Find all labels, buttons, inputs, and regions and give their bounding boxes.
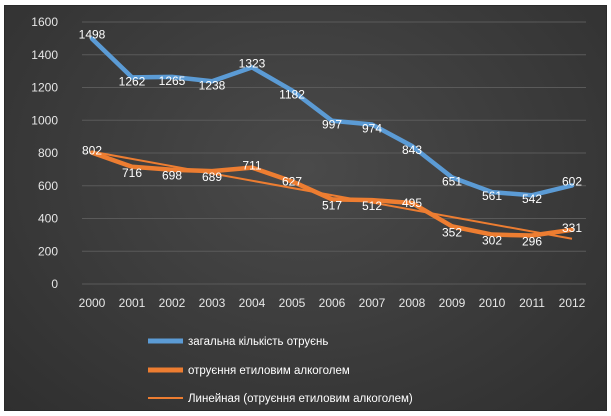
series-lines (89, 36, 575, 238)
x-tick-label: 2012 (559, 296, 586, 310)
x-tick-label: 2002 (159, 296, 186, 310)
legend-label-total: загальна кількість отруєнь (188, 336, 328, 348)
x-tick-label: 2000 (79, 296, 106, 310)
data-label-total: 602 (562, 174, 582, 188)
data-label-total: 1265 (159, 74, 186, 88)
x-tick-label: 2010 (479, 296, 506, 310)
data-label-alcohol: 802 (82, 144, 102, 158)
data-label-total: 1262 (119, 74, 146, 88)
data-label-alcohol: 495 (402, 196, 422, 210)
legend-label-alcohol: отруєння етиловим алкоголем (188, 365, 350, 377)
data-label-total: 651 (442, 174, 462, 188)
y-tick-label: 1000 (31, 113, 58, 127)
data-label-total: 1323 (239, 56, 266, 70)
data-label-alcohol: 627 (282, 174, 302, 188)
data-label-total: 1238 (199, 78, 226, 92)
data-label-alcohol: 331 (562, 221, 582, 235)
data-label-alcohol: 716 (122, 166, 142, 180)
data-label-alcohol: 302 (482, 234, 502, 248)
x-tick-label: 2006 (319, 296, 346, 310)
x-tick-label: 2009 (439, 296, 466, 310)
data-label-alcohol: 352 (442, 225, 462, 239)
data-label-total: 1498 (79, 28, 106, 42)
chart-area (4, 5, 607, 411)
x-tick-label: 2007 (359, 296, 386, 310)
x-tick-label: 2005 (279, 296, 306, 310)
data-label-total: 843 (402, 143, 422, 157)
data-label-alcohol: 512 (362, 199, 382, 213)
y-tick-label: 1600 (31, 15, 58, 29)
legend-label-trendline: Линейная (отруєння етиловим алкоголем) (188, 393, 413, 405)
y-axis: 0 200 400 600 800 1000 1200 1400 1600 (31, 15, 58, 291)
gridlines (82, 21, 586, 285)
x-tick-label: 2004 (239, 296, 266, 310)
data-label-total: 1182 (279, 87, 305, 101)
x-tick-label: 2003 (199, 296, 226, 310)
y-tick-label: 400 (38, 212, 58, 226)
data-label-alcohol: 698 (162, 169, 182, 183)
data-labels: 1498 1262 1265 1238 1323 1182 997 974 843 651 561 5… (79, 28, 583, 249)
data-label-alcohol: 517 (322, 198, 342, 212)
x-tick-label: 2011 (519, 296, 545, 310)
x-tick-label: 2001 (119, 296, 146, 310)
x-tick-label: 2008 (399, 296, 426, 310)
data-label-total: 542 (522, 192, 542, 206)
y-tick-label: 600 (38, 179, 58, 193)
data-label-alcohol: 711 (242, 159, 261, 173)
data-label-alcohol: 296 (522, 235, 542, 249)
series-line-alcohol (89, 150, 575, 238)
trendline-line (91, 150, 573, 240)
y-tick-label: 1400 (31, 48, 58, 62)
data-label-total: 974 (362, 122, 382, 136)
data-label-total: 561 (482, 189, 502, 203)
trendline (91, 150, 573, 240)
data-label-alcohol: 689 (202, 170, 222, 184)
x-axis: 2000 2001 2002 2003 2004 2005 2006 2007 2008 2009… (79, 296, 586, 310)
y-tick-label: 800 (38, 146, 58, 160)
series-line-total (89, 36, 575, 198)
legend: загальна кількість отруєнь отруєння етил… (148, 336, 413, 405)
y-tick-label: 1200 (31, 81, 58, 95)
y-tick-label: 200 (38, 244, 58, 258)
y-tick-label: 0 (51, 277, 58, 291)
data-label-total: 997 (322, 118, 342, 132)
